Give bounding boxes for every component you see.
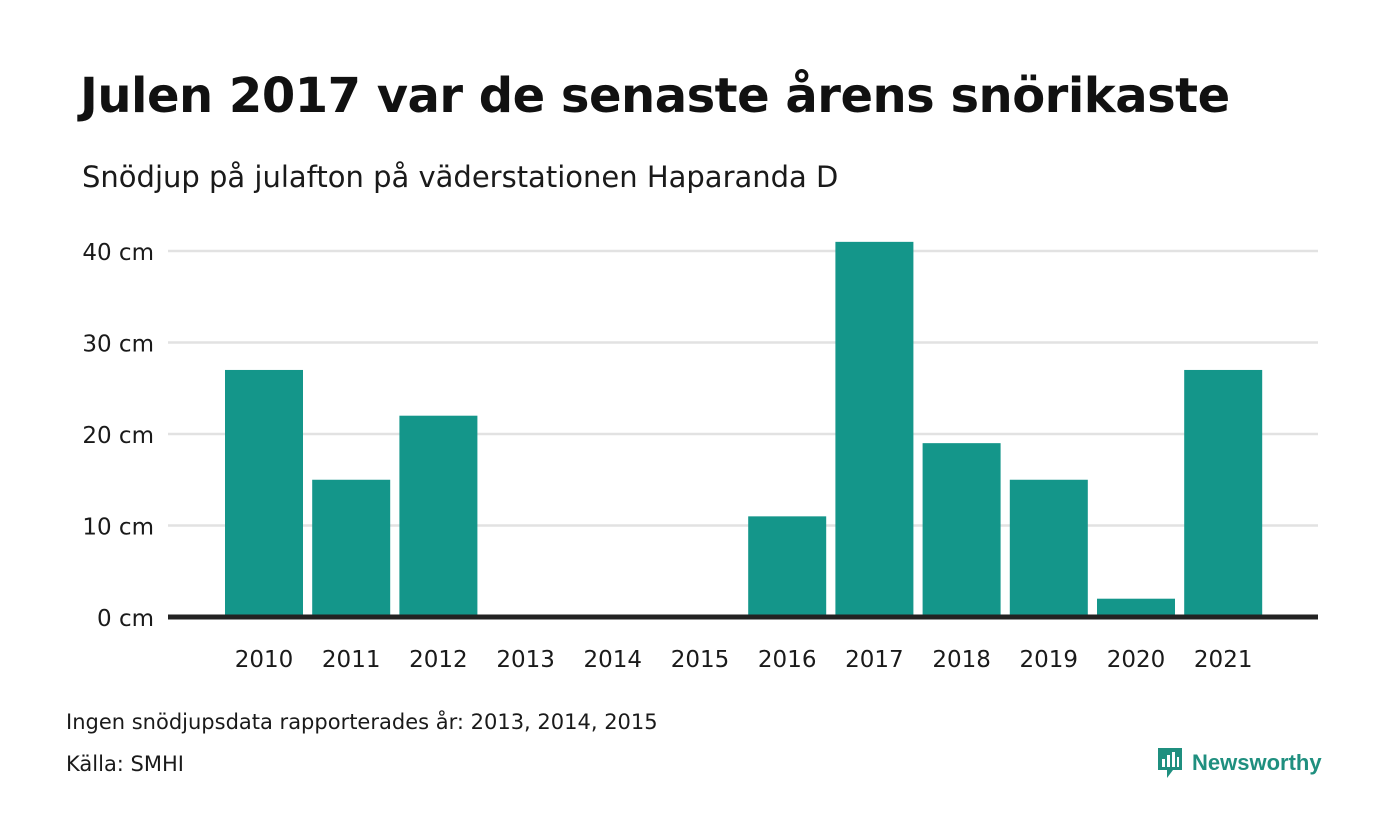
x-tick-label: 2021 [1194,647,1253,673]
x-tick-label: 2011 [322,647,381,673]
y-tick-label: 10 cm [82,515,154,541]
x-tick-label: 2012 [409,647,468,673]
y-tick-label: 20 cm [82,423,154,449]
x-axis-ticks: 2010 2011 2012 2013 2014 2015 2016 2017 2018 2019… [235,647,1253,673]
y-tick-label: 0 cm [97,606,154,632]
x-tick-label: 2016 [758,647,817,673]
bars [225,241,1263,617]
bar [748,516,827,617]
x-tick-label: 2018 [932,647,991,673]
x-tick-label: 2019 [1020,647,1079,673]
x-tick-label: 2010 [235,647,294,673]
x-tick-label: 2017 [845,647,904,673]
brand-name: Newsworthy [1192,750,1322,775]
bar [225,369,303,617]
bar [835,241,914,617]
bar [1009,479,1088,617]
chart-title: Julen 2017 var de senaste årens snörikas… [80,68,1230,124]
bar [399,415,478,617]
x-tick-label: 2013 [496,647,555,673]
missing-data-note: Ingen snödjupsdata rapporterades år: 201… [66,710,658,734]
bar [312,479,391,617]
bar [1184,369,1263,617]
y-axis-ticks: 0 cm 10 cm 20 cm 30 cm 40 cm [82,240,154,632]
bar [1097,598,1175,617]
chart-subtitle: Snödjup på julafton på väderstationen Ha… [82,160,839,194]
x-tick-label: 2014 [584,647,643,673]
bar [922,443,1001,617]
x-tick-label: 2020 [1107,647,1166,673]
y-tick-label: 40 cm [82,240,154,266]
newsworthy-logo: Newsworthy [1156,746,1322,780]
y-tick-label: 30 cm [82,332,154,358]
source-label: Källa: SMHI [66,752,184,776]
x-tick-label: 2015 [671,647,730,673]
newsworthy-logo-icon [1158,748,1182,778]
